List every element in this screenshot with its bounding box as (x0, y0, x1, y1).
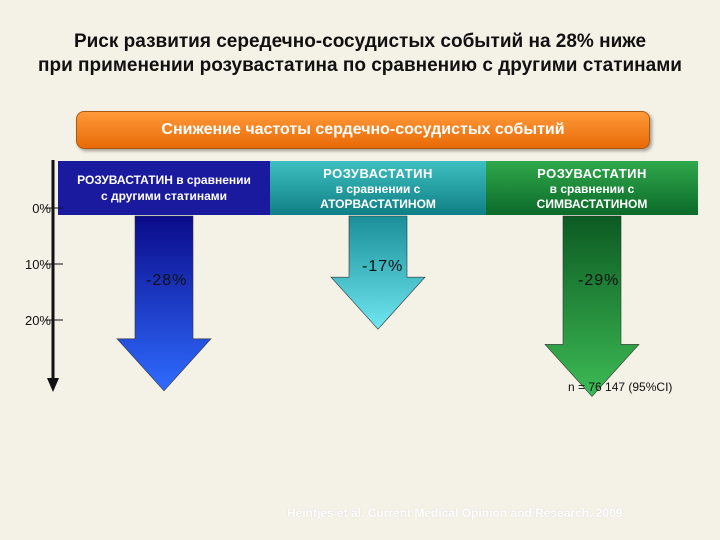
reduction-arrow-3 (544, 215, 640, 397)
y-tick-label: 10% (25, 257, 51, 272)
category-subtitle-2: АТОРВАСТАТИНОМ (320, 196, 436, 211)
y-tick-label: 0% (32, 201, 51, 216)
category-subtitle: с другими статинами (100, 189, 228, 203)
category-box-atorvastatin: РОЗУВАСТАТИН в сравнении с АТОРВАСТАТИНО… (270, 161, 486, 215)
value-label-1: -28% (146, 272, 188, 289)
reduction-arrow-1 (116, 215, 212, 392)
value-label-3: -29% (578, 272, 620, 289)
category-title: РОЗУВАСТАТИН (537, 165, 647, 181)
reduction-arrow-2 (330, 215, 426, 330)
y-axis-arrowhead (47, 378, 59, 392)
page-title: Риск развития середечно-сосудистых событ… (10, 30, 710, 78)
y-tick-label: 20% (25, 313, 51, 328)
category-subtitle-2: СИМВАСТАТИНОМ (536, 196, 648, 211)
sample-size-note: n = 76 147 (95%CI) (568, 380, 673, 394)
title-line-1: Риск развития середечно-сосудистых событ… (73, 31, 647, 52)
source-citation: Heintjes et al. Current Medical Opinion … (287, 506, 623, 520)
category-box-other-statins: РОЗУВАСТАТИН в сравнении с другими стати… (58, 161, 270, 215)
category-title: РОЗУВАСТАТИН в сравнении (77, 173, 251, 187)
title-line-2: при применении розувастатина по сравнени… (38, 55, 682, 76)
value-label-2: -17% (362, 258, 404, 275)
category-subtitle: в сравнении с (549, 181, 635, 196)
category-box-simvastatin: РОЗУВАСТАТИН в сравнении с СИМВАСТАТИНОМ (486, 161, 698, 215)
banner-header: Снижение частоты сердечно-сосудистых соб… (76, 111, 650, 149)
category-subtitle: в сравнении с (335, 181, 421, 196)
category-title: РОЗУВАСТАТИН (323, 165, 433, 181)
